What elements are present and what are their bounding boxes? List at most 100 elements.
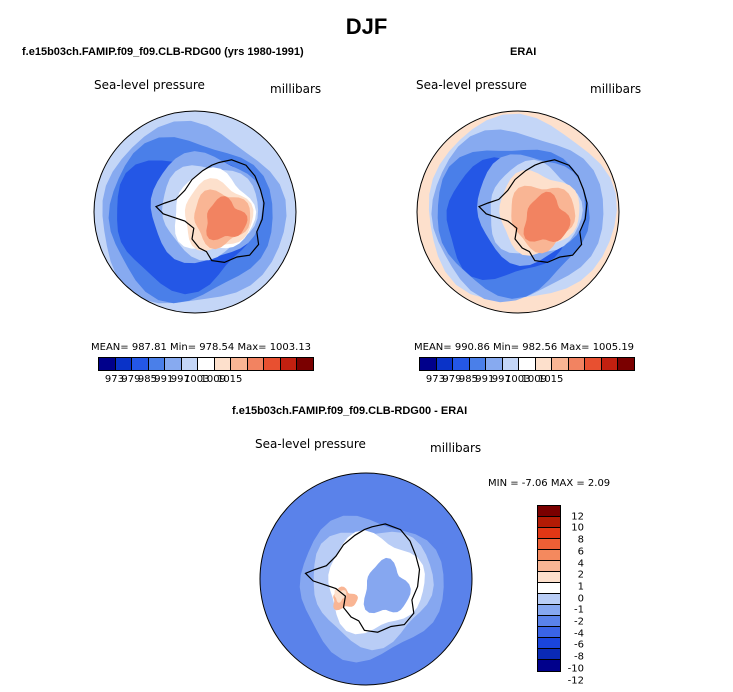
colorbar-tick-label: 12 (571, 511, 584, 523)
panel2-variable-label: Sea-level pressure (416, 78, 527, 92)
panel2-units-label: millibars (590, 82, 642, 96)
colorbar-swatch (99, 358, 116, 370)
colorbar-swatch (538, 605, 560, 616)
colorbar-swatch (247, 358, 265, 370)
panel1-units-label: millibars (270, 82, 322, 96)
colorbar-swatch (486, 358, 503, 370)
colorbar-swatch (198, 358, 215, 370)
panel2-polar-map (416, 110, 620, 314)
coastline (477, 159, 588, 264)
panel1-polar-map (93, 110, 297, 314)
colorbar-tick-label: 1009 (200, 374, 226, 385)
colorbar-swatch (420, 358, 437, 370)
panel3-colorbar-ticks: 12 10 8 6 4 2 1 0 -1 -2 -4 -6 -8 -10 -12 (544, 505, 584, 686)
colorbar-swatch (148, 358, 166, 370)
colorbar-tick-label: 973 (425, 374, 445, 385)
panel1-colorbar (98, 357, 314, 371)
panel3-stats: MIN = -7.06 MAX = 2.09 (488, 478, 611, 489)
colorbar-tick-label: 1009 (521, 374, 547, 385)
contour-region (334, 588, 347, 603)
colorbar-swatch (231, 358, 248, 370)
panel1-colorbar-ticks: 973 979 985 991 997 1003 1009 1015 (98, 374, 314, 388)
colorbar-tick-label: -2 (574, 616, 584, 628)
colorbar-swatch (538, 616, 560, 627)
colorbar-tick-label: 985 (458, 374, 478, 385)
colorbar-tick-label: 1 (577, 581, 584, 593)
panel2-title: ERAI (510, 46, 537, 58)
colorbar-swatch (538, 660, 560, 671)
colorbar-swatch (568, 358, 586, 370)
colorbar-tick-label: -1 (574, 604, 584, 616)
colorbar-swatch (181, 358, 199, 370)
colorbar-swatch (165, 358, 182, 370)
colorbar-tick-label: -10 (567, 663, 584, 675)
colorbar-swatch (618, 358, 634, 370)
colorbar-tick-label: 8 (577, 534, 584, 546)
coastline (154, 159, 265, 264)
panel2-stats: MEAN= 990.86 Min= 982.56 Max= 1005.19 (414, 342, 635, 353)
colorbar-tick-label: 997 (491, 374, 511, 385)
colorbar-tick-label: 1003 (184, 374, 210, 385)
colorbar-swatch (538, 539, 560, 550)
contour-region (363, 557, 411, 614)
colorbar-tick-label: 979 (442, 374, 462, 385)
colorbar-tick-label: 4 (577, 558, 584, 569)
colorbar-swatch (214, 358, 232, 370)
colorbar-tick-label: 991 (475, 374, 495, 385)
colorbar-tick-label: 6 (577, 546, 584, 558)
season-title: DJF (345, 14, 388, 39)
panel3-polar-map (259, 472, 473, 686)
colorbar-swatch (538, 638, 560, 649)
colorbar-tick-label: 0 (577, 593, 584, 605)
colorbar-swatch (538, 572, 560, 583)
colorbar-swatch (297, 358, 313, 370)
colorbar-swatch (538, 627, 560, 638)
colorbar-tick-label: 10 (571, 522, 584, 534)
colorbar-tick-label: 1015 (216, 374, 243, 385)
colorbar-swatch (538, 506, 560, 517)
colorbar-tick-label: 991 (154, 374, 174, 385)
panel1-variable-label: Sea-level pressure (94, 78, 205, 92)
colorbar-swatch (535, 358, 553, 370)
panel1-title: f.e15b03ch.FAMIP.f09_f09.CLB-RDG00 (yrs … (22, 46, 304, 58)
contour-region (523, 191, 571, 242)
panel2-colorbar (419, 357, 635, 371)
colorbar-tick-label: 979 (121, 374, 141, 385)
colorbar-swatch (132, 358, 149, 370)
panel2-colorbar-ticks: 973 979 985 991 997 1003 1009 1015 (419, 374, 635, 388)
colorbar-swatch (453, 358, 470, 370)
panel1-stats: MEAN= 987.81 Min= 978.54 Max= 1003.13 (91, 342, 312, 353)
colorbar-swatch (585, 358, 602, 370)
colorbar-tick-label: 2 (577, 569, 584, 581)
panel3-title: f.e15b03ch.FAMIP.f09_f09.CLB-RDG00 - ERA… (232, 405, 468, 417)
colorbar-swatch (601, 358, 619, 370)
colorbar-swatch (115, 358, 133, 370)
colorbar-tick-label: -12 (567, 675, 584, 686)
colorbar-tick-label: 997 (170, 374, 190, 385)
colorbar-swatch (538, 583, 560, 594)
colorbar-swatch (436, 358, 454, 370)
colorbar-tick-label: 1015 (537, 374, 564, 385)
colorbar-swatch (538, 649, 560, 660)
panel3-variable-label: Sea-level pressure (255, 437, 366, 451)
colorbar-swatch (264, 358, 281, 370)
map-boundary (416, 110, 620, 314)
colorbar-swatch (538, 561, 560, 572)
colorbar-tick-label: -6 (574, 639, 584, 651)
coastline (304, 523, 421, 633)
colorbar-swatch (469, 358, 487, 370)
colorbar-swatch (502, 358, 520, 370)
colorbar-swatch (538, 528, 560, 539)
colorbar-tick-label: 1003 (505, 374, 531, 385)
colorbar-swatch (538, 550, 560, 561)
colorbar-swatch (552, 358, 569, 370)
contour-region (206, 196, 248, 241)
map-boundary (259, 472, 473, 686)
colorbar-tick-label: 973 (104, 374, 124, 385)
panel3-colorbar (537, 505, 561, 672)
colorbar-swatch (519, 358, 536, 370)
colorbar-swatch (538, 594, 560, 605)
colorbar-swatch (538, 517, 560, 528)
colorbar-tick-label: -4 (574, 628, 584, 640)
panel3-units-label: millibars (430, 441, 482, 455)
